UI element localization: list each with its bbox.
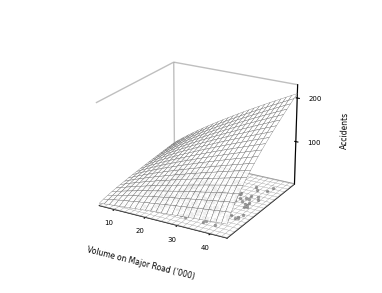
X-axis label: Volume on Major Road ('000): Volume on Major Road ('000) [86, 245, 196, 281]
